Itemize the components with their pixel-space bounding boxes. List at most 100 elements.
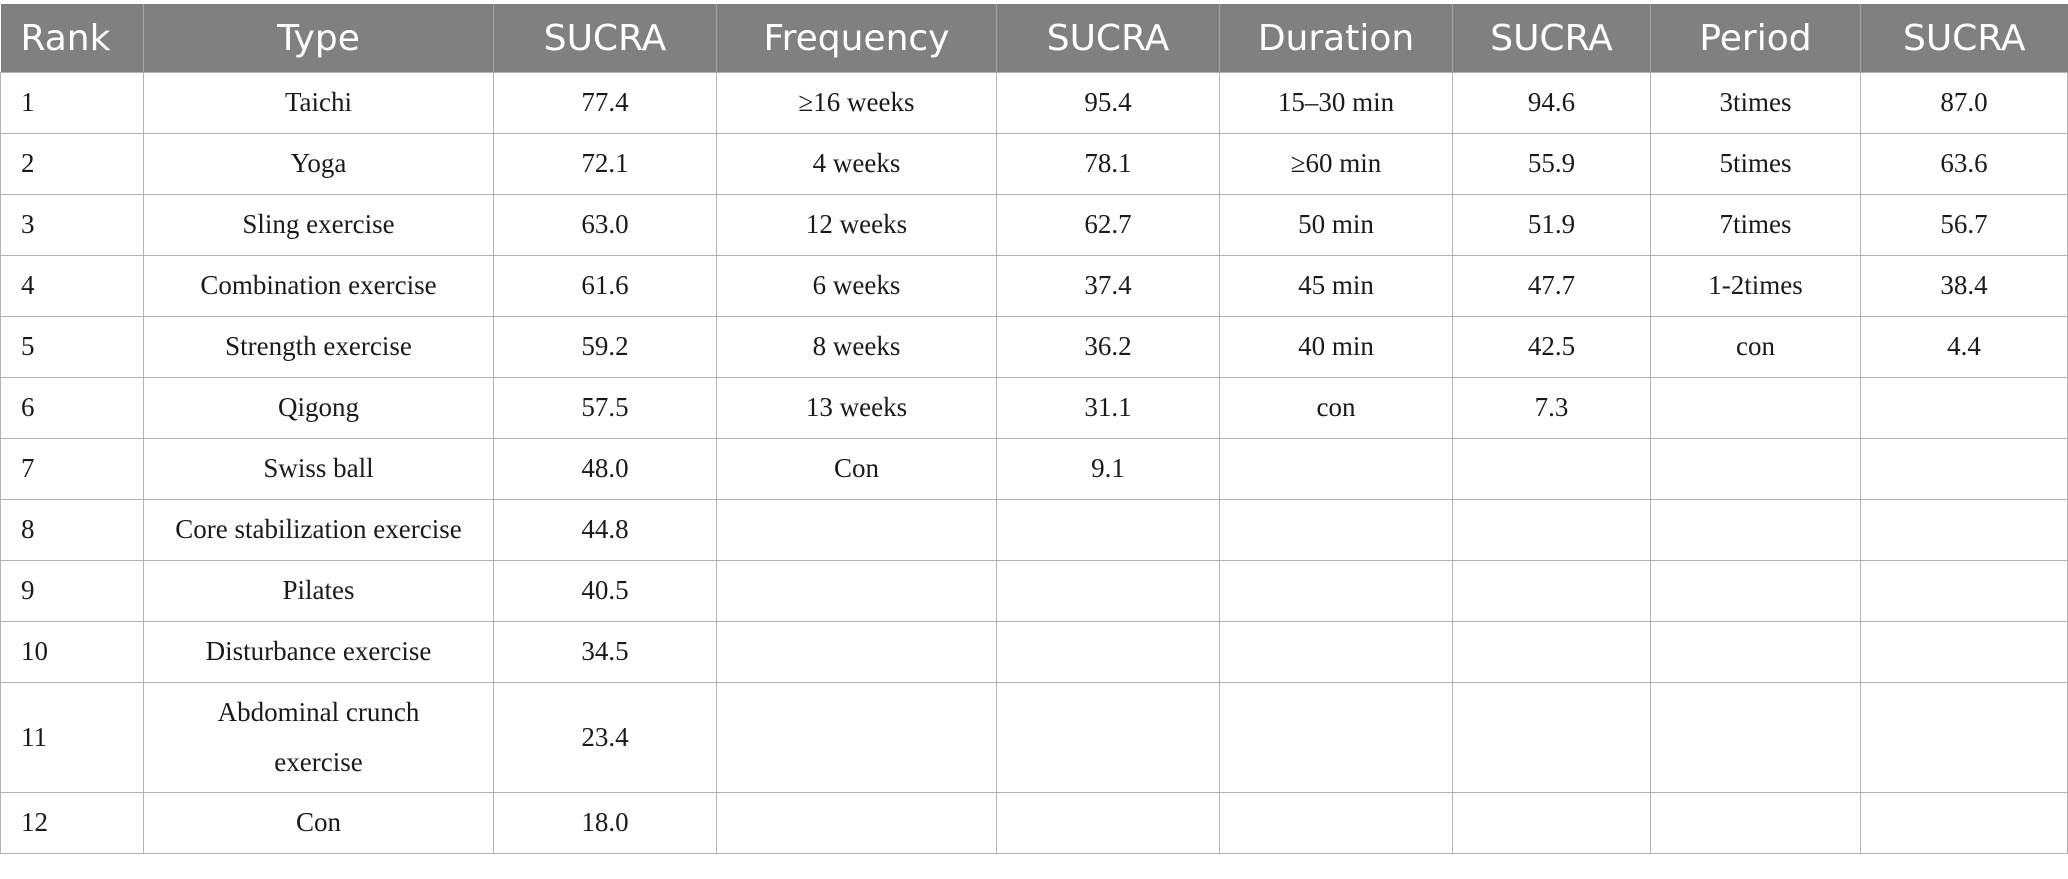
cell-sucra-frequency [996,621,1220,683]
table-row: 4 Combination exercise 61.6 6 weeks 37.4… [0,255,2068,317]
cell-type: Con [143,792,494,854]
cell-type: Strength exercise [143,316,494,378]
cell-sucra-frequency: 36.2 [996,316,1220,378]
cell-sucra-duration [1452,438,1651,500]
header-row: Rank Type SUCRA Frequency SUCRA Duration… [0,4,2068,73]
cell-period: 1-2times [1650,255,1861,317]
cell-period: 7times [1650,194,1861,256]
cell-sucra-period: 38.4 [1860,255,2068,317]
header-period: Period [1650,4,1861,73]
cell-sucra-period [1860,792,2068,854]
cell-sucra-type: 77.4 [493,72,717,134]
cell-sucra-period [1860,682,2068,793]
cell-rank: 10 [0,621,144,683]
cell-sucra-type: 61.6 [493,255,717,317]
header-sucra-period: SUCRA [1860,4,2068,73]
cell-period: con [1650,316,1861,378]
cell-sucra-period: 4.4 [1860,316,2068,378]
sucra-ranking-table: Rank Type SUCRA Frequency SUCRA Duration… [0,4,2068,854]
cell-type: Pilates [143,560,494,622]
cell-type: Taichi [143,72,494,134]
cell-frequency: 12 weeks [716,194,997,256]
cell-duration: 15–30 min [1219,72,1453,134]
cell-frequency [716,560,997,622]
cell-type: Sling exercise [143,194,494,256]
cell-rank: 6 [0,377,144,439]
cell-period [1650,499,1861,561]
table-row: 2 Yoga 72.1 4 weeks 78.1 ≥60 min 55.9 5t… [0,133,2068,195]
cell-duration [1219,792,1453,854]
cell-frequency [716,499,997,561]
cell-duration [1219,621,1453,683]
table-row: 3 Sling exercise 63.0 12 weeks 62.7 50 m… [0,194,2068,256]
cell-sucra-type: 34.5 [493,621,717,683]
cell-type: Yoga [143,133,494,195]
cell-sucra-duration [1452,499,1651,561]
cell-sucra-frequency [996,499,1220,561]
cell-frequency: 13 weeks [716,377,997,439]
cell-sucra-type: 40.5 [493,560,717,622]
cell-type: Qigong [143,377,494,439]
cell-duration: con [1219,377,1453,439]
cell-rank: 4 [0,255,144,317]
cell-frequency: Con [716,438,997,500]
cell-sucra-type: 18.0 [493,792,717,854]
cell-sucra-duration [1452,682,1651,793]
cell-rank: 8 [0,499,144,561]
cell-type: Swiss ball [143,438,494,500]
cell-period [1650,792,1861,854]
table-row: 11 Abdominal crunch exercise 23.4 [0,682,2068,793]
header-type: Type [143,4,494,73]
cell-sucra-frequency: 9.1 [996,438,1220,500]
table-row: 12 Con 18.0 [0,792,2068,854]
header-sucra-type: SUCRA [493,4,717,73]
header-duration: Duration [1219,4,1453,73]
cell-sucra-duration: 47.7 [1452,255,1651,317]
cell-frequency [716,792,997,854]
cell-sucra-duration [1452,792,1651,854]
cell-type: Combination exercise [143,255,494,317]
cell-sucra-duration [1452,560,1651,622]
cell-sucra-period: 56.7 [1860,194,2068,256]
cell-period [1650,560,1861,622]
table-row: 5 Strength exercise 59.2 8 weeks 36.2 40… [0,316,2068,378]
cell-frequency [716,682,997,793]
cell-frequency [716,621,997,683]
cell-sucra-period [1860,621,2068,683]
cell-sucra-frequency: 62.7 [996,194,1220,256]
cell-period [1650,438,1861,500]
cell-rank: 9 [0,560,144,622]
cell-type: Core stabilization exercise [143,499,494,561]
cell-frequency: 4 weeks [716,133,997,195]
cell-sucra-frequency: 95.4 [996,72,1220,134]
cell-sucra-frequency [996,792,1220,854]
cell-frequency: ≥16 weeks [716,72,997,134]
cell-duration: 45 min [1219,255,1453,317]
cell-frequency: 6 weeks [716,255,997,317]
cell-rank: 12 [0,792,144,854]
cell-type: Disturbance exercise [143,621,494,683]
cell-duration [1219,560,1453,622]
cell-duration [1219,499,1453,561]
table-row: 6 Qigong 57.5 13 weeks 31.1 con 7.3 [0,377,2068,439]
cell-duration: ≥60 min [1219,133,1453,195]
cell-rank: 11 [0,682,144,793]
cell-sucra-type: 48.0 [493,438,717,500]
cell-sucra-type: 57.5 [493,377,717,439]
table-row: 1 Taichi 77.4 ≥16 weeks 95.4 15–30 min 9… [0,72,2068,134]
cell-sucra-duration: 55.9 [1452,133,1651,195]
cell-sucra-period: 87.0 [1860,72,2068,134]
cell-sucra-type: 63.0 [493,194,717,256]
cell-sucra-period [1860,499,2068,561]
cell-sucra-duration: 51.9 [1452,194,1651,256]
cell-frequency: 8 weeks [716,316,997,378]
cell-period [1650,377,1861,439]
cell-period [1650,682,1861,793]
table-row: 10 Disturbance exercise 34.5 [0,621,2068,683]
header-frequency: Frequency [716,4,997,73]
header-rank: Rank [0,4,144,73]
cell-rank: 5 [0,316,144,378]
cell-duration [1219,682,1453,793]
cell-sucra-frequency [996,682,1220,793]
cell-sucra-frequency: 78.1 [996,133,1220,195]
